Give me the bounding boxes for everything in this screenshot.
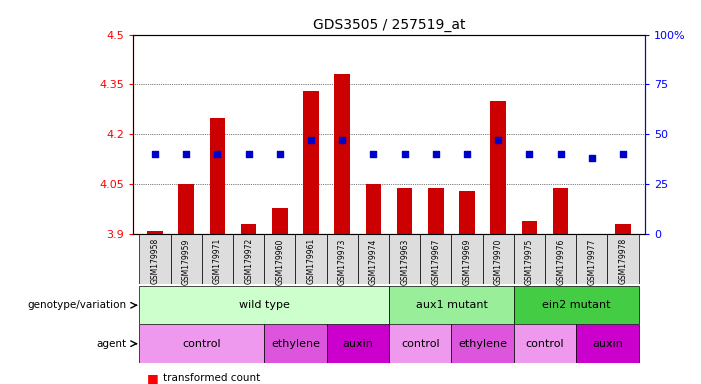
- Text: GSM179974: GSM179974: [369, 238, 378, 285]
- Text: GSM179963: GSM179963: [400, 238, 409, 285]
- FancyBboxPatch shape: [421, 234, 451, 284]
- FancyBboxPatch shape: [483, 234, 514, 284]
- FancyBboxPatch shape: [514, 234, 545, 284]
- Text: GSM179976: GSM179976: [556, 238, 565, 285]
- Text: ethylene: ethylene: [458, 339, 507, 349]
- Point: [336, 137, 348, 144]
- Bar: [459, 191, 475, 234]
- Text: GSM179958: GSM179958: [151, 238, 160, 285]
- FancyBboxPatch shape: [139, 286, 389, 324]
- FancyBboxPatch shape: [545, 234, 576, 284]
- Text: auxin: auxin: [342, 339, 374, 349]
- Bar: [553, 188, 569, 234]
- Text: ethylene: ethylene: [271, 339, 320, 349]
- Text: wild type: wild type: [239, 300, 290, 310]
- Point: [149, 151, 161, 157]
- Point: [586, 155, 597, 161]
- FancyBboxPatch shape: [170, 234, 202, 284]
- Bar: [179, 184, 194, 234]
- FancyBboxPatch shape: [358, 234, 389, 284]
- Point: [399, 151, 410, 157]
- FancyBboxPatch shape: [389, 286, 514, 324]
- Bar: [210, 118, 225, 234]
- FancyBboxPatch shape: [451, 324, 514, 363]
- Text: GSM179969: GSM179969: [463, 238, 472, 285]
- Text: transformed count: transformed count: [163, 373, 260, 383]
- FancyBboxPatch shape: [139, 234, 170, 284]
- Bar: [615, 224, 631, 234]
- FancyBboxPatch shape: [264, 324, 327, 363]
- Bar: [522, 221, 537, 234]
- Point: [274, 151, 285, 157]
- Text: ein2 mutant: ein2 mutant: [542, 300, 611, 310]
- Bar: [366, 184, 381, 234]
- Text: control: control: [401, 339, 440, 349]
- Point: [368, 151, 379, 157]
- Text: GSM179971: GSM179971: [213, 238, 222, 285]
- Bar: [428, 188, 444, 234]
- Text: GSM179960: GSM179960: [275, 238, 285, 285]
- Text: aux1 mutant: aux1 mutant: [416, 300, 487, 310]
- Point: [524, 151, 535, 157]
- Point: [243, 151, 254, 157]
- Bar: [491, 101, 506, 234]
- Point: [618, 151, 629, 157]
- Title: GDS3505 / 257519_at: GDS3505 / 257519_at: [313, 18, 465, 32]
- FancyBboxPatch shape: [233, 234, 264, 284]
- Point: [461, 151, 472, 157]
- FancyBboxPatch shape: [576, 324, 639, 363]
- Text: GSM179973: GSM179973: [338, 238, 347, 285]
- Text: GSM179967: GSM179967: [431, 238, 440, 285]
- FancyBboxPatch shape: [327, 324, 389, 363]
- FancyBboxPatch shape: [576, 234, 608, 284]
- Point: [430, 151, 442, 157]
- FancyBboxPatch shape: [139, 324, 264, 363]
- Text: GSM179975: GSM179975: [525, 238, 534, 285]
- FancyBboxPatch shape: [295, 234, 327, 284]
- FancyBboxPatch shape: [514, 286, 639, 324]
- Point: [493, 137, 504, 144]
- Text: genotype/variation: genotype/variation: [27, 300, 126, 310]
- FancyBboxPatch shape: [608, 234, 639, 284]
- Point: [212, 151, 223, 157]
- Bar: [241, 224, 257, 234]
- Text: ■: ■: [147, 372, 159, 384]
- Text: agent: agent: [96, 339, 126, 349]
- Text: GSM179961: GSM179961: [306, 238, 315, 285]
- Point: [306, 137, 317, 144]
- Text: control: control: [526, 339, 564, 349]
- FancyBboxPatch shape: [202, 234, 233, 284]
- FancyBboxPatch shape: [389, 234, 421, 284]
- FancyBboxPatch shape: [327, 234, 358, 284]
- FancyBboxPatch shape: [451, 234, 483, 284]
- Bar: [272, 208, 287, 234]
- FancyBboxPatch shape: [264, 234, 295, 284]
- Text: GSM179970: GSM179970: [494, 238, 503, 285]
- Point: [555, 151, 566, 157]
- Text: GSM179978: GSM179978: [618, 238, 627, 285]
- Text: auxin: auxin: [592, 339, 623, 349]
- Text: GSM179959: GSM179959: [182, 238, 191, 285]
- Text: control: control: [182, 339, 221, 349]
- Text: GSM179977: GSM179977: [587, 238, 597, 285]
- Text: GSM179972: GSM179972: [244, 238, 253, 285]
- FancyBboxPatch shape: [389, 324, 451, 363]
- Bar: [147, 231, 163, 234]
- Point: [181, 151, 192, 157]
- Bar: [334, 74, 350, 234]
- Bar: [304, 91, 319, 234]
- FancyBboxPatch shape: [514, 324, 576, 363]
- Bar: [397, 188, 412, 234]
